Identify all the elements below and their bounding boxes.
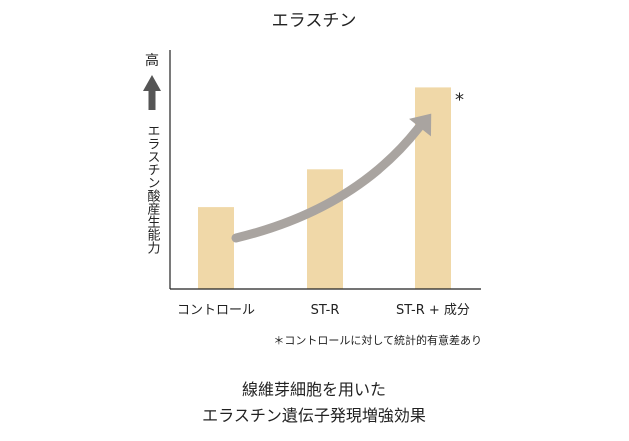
caption-line-2: エラスチン遺伝子発現増強効果 [202,406,426,425]
axes [169,50,481,290]
y-arrow-head [143,75,161,91]
bars [198,87,451,290]
chart-title: エラスチン [272,11,357,31]
y-indicator: 高 [143,52,161,110]
y-high-label: 高 [145,52,159,69]
x-tick-label-1: コントロール [177,303,255,318]
significance-marker: * [455,89,464,110]
x-tick-label-3: ST-R + 成分 [396,303,470,318]
trend-arrow-line [231,122,424,243]
y-arrow-shaft [148,90,156,110]
bar-1 [198,207,234,289]
caption-line-1: 線維芽細胞を用いた [242,380,386,399]
trend-arrow-head [409,113,432,137]
bar-2 [307,169,343,289]
footnote: ＊コントロールに対して統計的有意差あり [273,333,482,347]
x-tick-labels: コントロール ST-R ST-R + 成分 [177,303,470,318]
y-axis-label: エラスチン酸産生能力 [145,124,161,255]
x-tick-label-2: ST-R [311,303,340,318]
trend-arrow [231,113,432,243]
